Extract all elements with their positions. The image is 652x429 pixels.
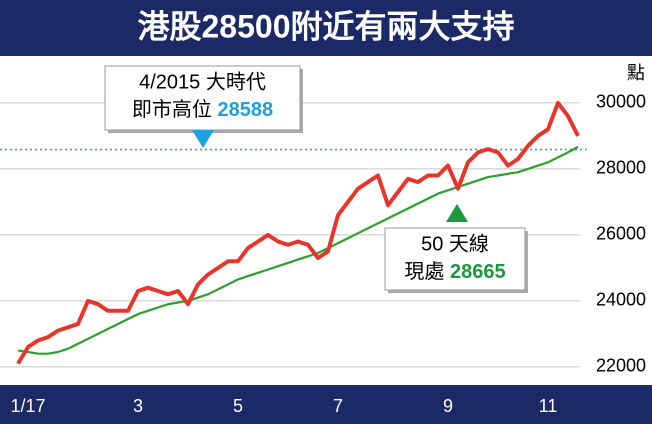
chart-title: 港股28500附近有兩大支持 [138, 8, 515, 44]
annotation-value: 28588 [217, 99, 273, 121]
annotation-label: 即市高位 [132, 98, 212, 121]
x-tick-label: 9 [443, 396, 453, 416]
x-tick-label: 1/17 [10, 396, 45, 416]
y-tick-label: 24000 [596, 290, 646, 310]
annotation-text: 4/2015 大時代 [139, 70, 266, 93]
annotation-value: 28665 [450, 261, 506, 283]
y-tick-label: 30000 [596, 92, 646, 112]
y-unit: 點 [627, 63, 645, 83]
y-tick-label: 26000 [596, 224, 646, 244]
y-tick-label: 22000 [596, 356, 646, 376]
annotation-text: 50 天線 [421, 232, 489, 255]
annotation-box [384, 227, 526, 291]
x-tick-label: 11 [539, 396, 558, 416]
x-tick-label: 7 [333, 396, 343, 416]
annotation-text: 現處 28665 [404, 260, 505, 283]
annotation-pointer [446, 204, 468, 222]
series-line [16, 100, 580, 365]
annotation-pointer [192, 130, 214, 148]
x-tick-label: 5 [233, 396, 243, 416]
title-band [0, 0, 652, 56]
series-line [17, 145, 579, 355]
annotation-box [104, 65, 301, 131]
x-tick-label: 3 [133, 396, 143, 416]
annotation-label: 現處 [404, 260, 444, 283]
x-axis-band [0, 385, 652, 424]
annotation-text: 即市高位 28588 [132, 98, 273, 121]
y-tick-label: 28000 [596, 158, 646, 178]
